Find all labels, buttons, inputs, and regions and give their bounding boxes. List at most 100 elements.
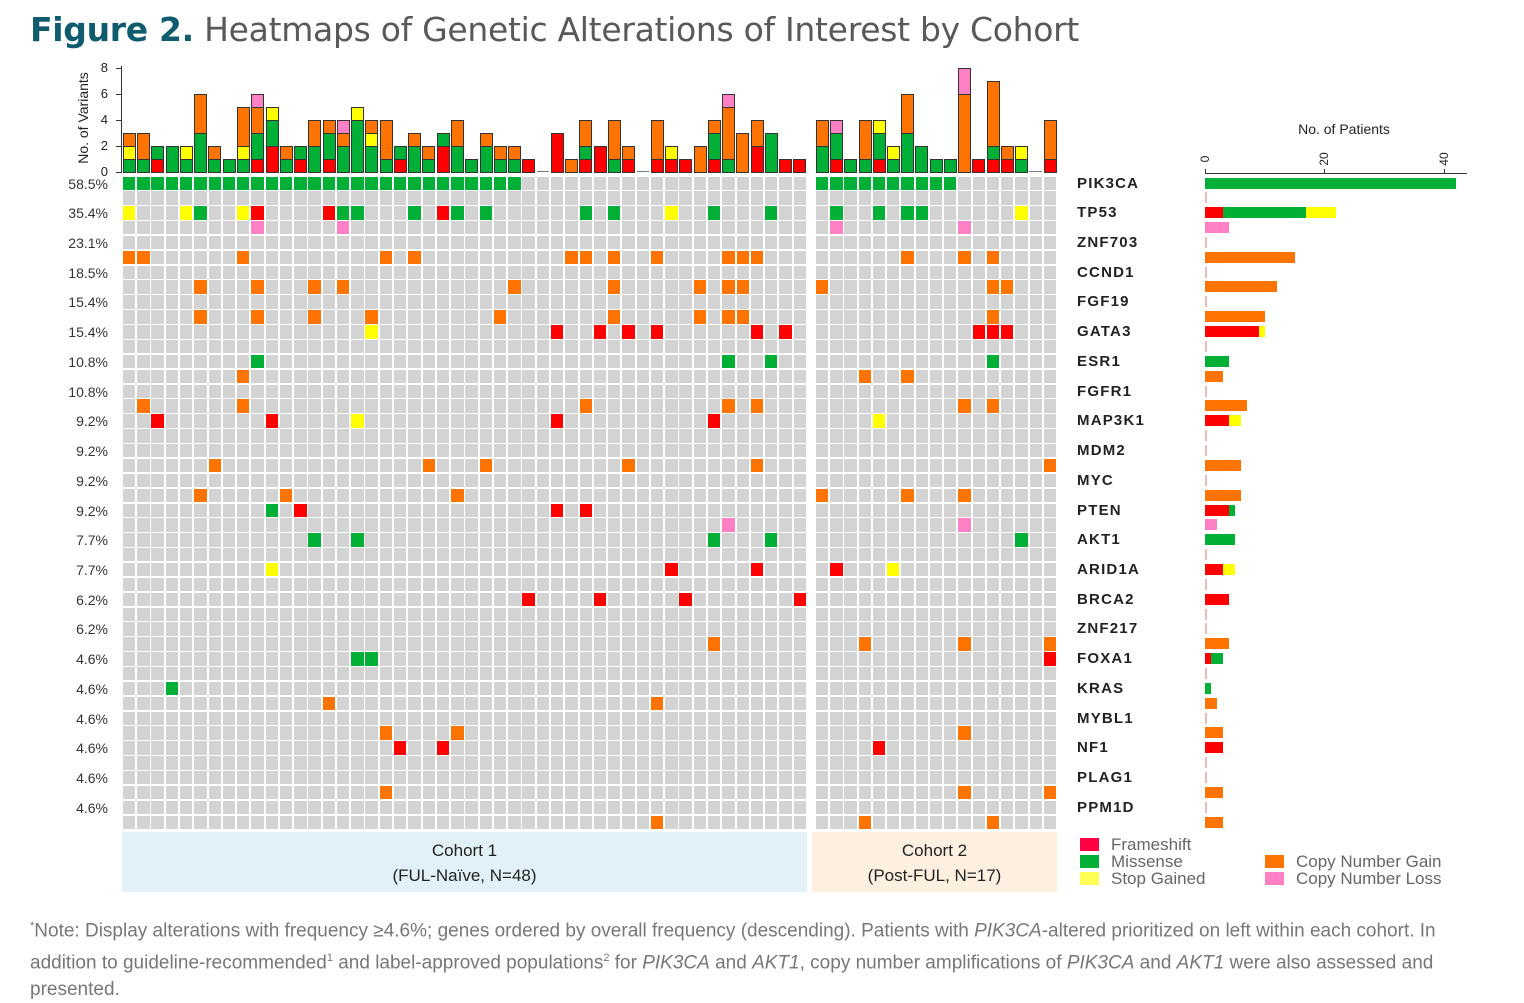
empty-cell [265,771,278,785]
alteration-cell-G [986,250,1000,265]
empty-cell [679,577,692,592]
empty-cell [379,235,393,250]
empty-cell [765,741,778,755]
empty-cell [593,666,607,681]
empty-cell [279,607,293,621]
empty-cell [1001,458,1014,473]
empty-cell [830,265,843,280]
empty-cell [972,458,985,473]
alteration-cell-F [972,325,985,339]
alteration-cell-F [294,503,307,517]
empty-cell [222,265,236,280]
variant-bar-F [550,133,564,173]
empty-cell [294,399,307,413]
y-tick-mark [116,120,121,121]
empty-cell [872,681,886,696]
empty-cell [322,592,336,607]
empty-cell [844,429,857,443]
empty-cell [929,533,943,547]
empty-cell [707,429,721,443]
empty-cell [972,577,985,592]
empty-cell [451,325,464,339]
empty-cell [915,399,928,413]
empty-cell [693,696,707,711]
empty-cell [365,726,378,740]
variant-bar-M [194,133,208,173]
empty-cell [779,741,792,755]
empty-cell [179,265,193,280]
empty-cell [736,592,749,607]
empty-cell [379,622,393,636]
empty-cell [944,815,957,830]
empty-cell [665,800,678,815]
empty-cell [887,339,900,354]
patient-bar-F [1205,207,1223,219]
empty-cell [493,696,507,711]
empty-cell [750,800,764,815]
empty-cell [436,637,450,651]
empty-cell [750,206,764,220]
empty-cell [551,458,564,473]
empty-cell [208,696,221,711]
empty-cell [394,369,407,384]
empty-cell [394,637,407,651]
empty-cell [636,800,649,815]
empty-cell [1001,414,1014,428]
alteration-cell-G [508,280,521,294]
empty-cell [901,741,914,755]
empty-cell [294,280,307,294]
empty-cell [536,399,550,413]
empty-cell [622,339,635,354]
empty-cell [722,384,735,398]
empty-cell [394,354,407,369]
empty-cell [265,637,278,651]
empty-cell [1043,429,1057,443]
empty-cell [479,622,493,636]
empty-cell [958,444,971,458]
empty-cell [929,399,943,413]
empty-cell [622,577,635,592]
empty-cell [929,444,943,458]
empty-cell [1043,399,1057,413]
empty-cell [479,503,493,517]
empty-cell [122,815,136,830]
empty-cell [222,711,236,726]
empty-cell [251,607,264,621]
empty-cell [251,785,264,800]
empty-cell [722,235,735,250]
empty-cell [422,696,435,711]
empty-cell [650,221,664,235]
empty-cell [593,354,607,369]
gene-frequency-label: 4.6% [76,710,108,727]
empty-cell [351,488,364,502]
empty-cell [508,503,521,517]
empty-cell [194,696,207,711]
empty-cell [222,325,236,339]
empty-cell [693,592,707,607]
empty-cell [422,354,435,369]
empty-cell [122,696,136,711]
empty-cell [750,785,764,800]
empty-cell [765,339,778,354]
empty-cell [986,696,1000,711]
patient-bar-empty [1205,549,1207,561]
empty-cell [422,280,435,294]
empty-cell [265,221,278,235]
empty-cell [1001,622,1014,636]
empty-cell [536,458,550,473]
empty-cell [179,354,193,369]
empty-cell [636,235,649,250]
empty-cell [165,533,179,547]
empty-cell [765,652,778,666]
empty-cell [608,533,621,547]
empty-cell [436,785,450,800]
empty-cell [322,622,336,636]
empty-cell [608,399,621,413]
empty-cell [451,369,464,384]
empty-cell [722,652,735,666]
empty-cell [351,548,364,562]
empty-cell [208,592,221,607]
empty-cell [465,637,478,651]
empty-cell [1001,473,1014,488]
empty-cell [251,414,264,428]
